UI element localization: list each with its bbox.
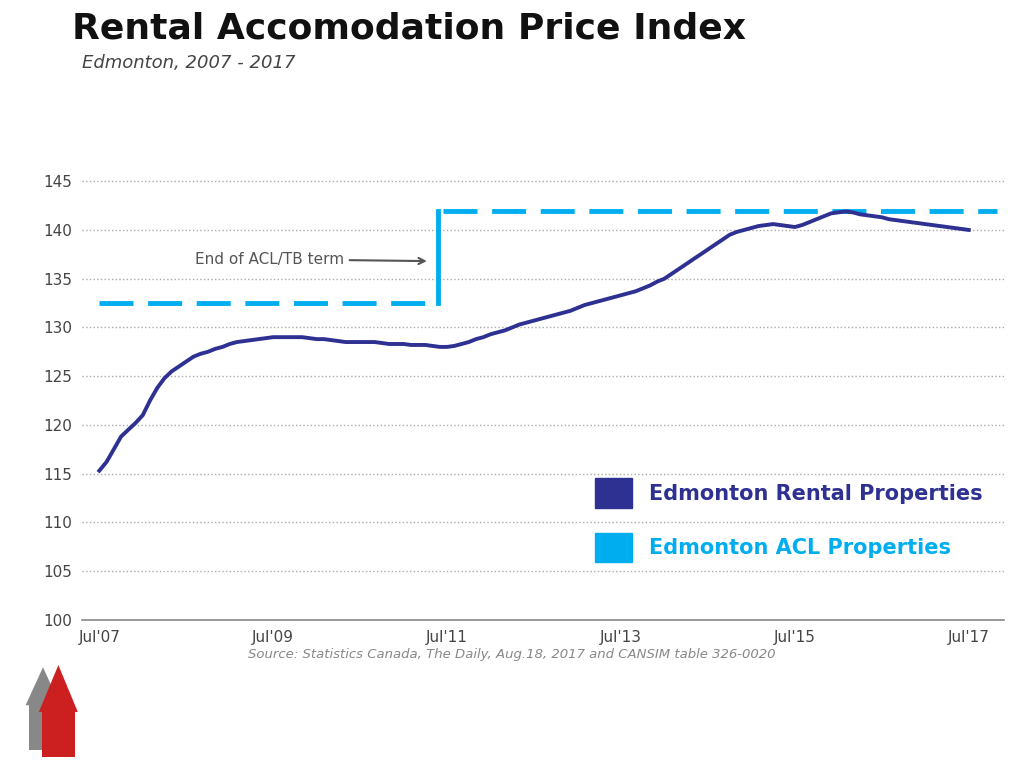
Polygon shape <box>39 665 78 712</box>
Bar <box>42 710 75 757</box>
Text: End of ACL/TB term: End of ACL/TB term <box>195 252 425 266</box>
Text: Consulting: Consulting <box>92 729 196 748</box>
Legend: Edmonton Rental Properties, Edmonton ACL Properties: Edmonton Rental Properties, Edmonton ACL… <box>585 468 993 573</box>
Text: ABFS: ABFS <box>92 680 162 704</box>
Text: Source: Statistics Canada, The Daily, Aug.18, 2017 and CANSIM table 326-0020: Source: Statistics Canada, The Daily, Au… <box>248 648 776 661</box>
Text: Armchair Landlord Program: Armchair Landlord Program <box>344 698 782 730</box>
Text: Edmonton, 2007 - 2017: Edmonton, 2007 - 2017 <box>82 54 295 72</box>
Polygon shape <box>26 668 60 705</box>
Text: Rental Accomodation Price Index: Rental Accomodation Price Index <box>72 12 745 45</box>
Bar <box>29 704 57 750</box>
